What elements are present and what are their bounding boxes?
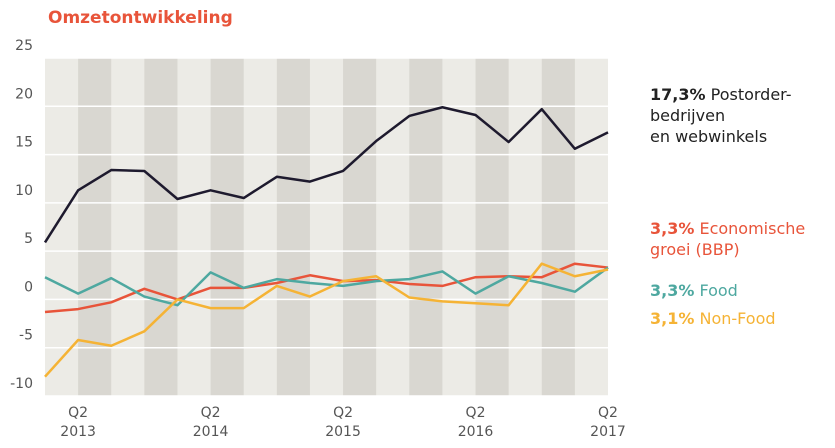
y-tick-label: 25 xyxy=(15,38,33,54)
series-line xyxy=(44,266,609,307)
legend-value: 3,1% xyxy=(650,309,695,328)
y-tick-label: 10 xyxy=(15,183,33,199)
x-tick-label-line: Q2 xyxy=(598,405,618,421)
band xyxy=(541,58,575,396)
band xyxy=(144,58,178,396)
x-tick-label: Q2 2016 xyxy=(458,405,494,440)
legend-value: 17,3% xyxy=(650,85,706,104)
y-tick-label: 0 xyxy=(24,279,33,295)
legend-entry: 3,3% Food xyxy=(650,280,738,301)
x-tick-label-line: Q2 xyxy=(201,405,221,421)
legend-label: Economische groei (BBP) xyxy=(650,219,806,259)
plot-background xyxy=(45,58,608,396)
legend-entry: 3,1% Non-Food xyxy=(650,308,776,329)
legend-label: Postorder- bedrijven en webwinkels xyxy=(650,85,792,146)
y-tick-label: 20 xyxy=(15,86,33,102)
legend-entry: 17,3% Postorder- bedrijven en webwinkels xyxy=(650,84,792,147)
y-tick-label: 5 xyxy=(24,231,33,247)
x-tick-label-line: Q2 xyxy=(466,405,486,421)
band xyxy=(276,58,310,396)
x-tick-label-line: 2013 xyxy=(60,424,96,440)
x-tick-label-line: 2014 xyxy=(193,424,229,440)
series-line xyxy=(43,106,609,244)
band xyxy=(343,58,377,396)
y-tick-label: -10 xyxy=(10,376,33,392)
legend-label: Non-Food xyxy=(699,309,776,328)
x-tick-label: Q2 2013 xyxy=(60,405,96,440)
x-tick-label: Q2 2015 xyxy=(325,405,361,440)
x-tick-label: Q2 2014 xyxy=(193,405,229,440)
x-tick-label-line: 2017 xyxy=(590,424,626,440)
series-line xyxy=(44,262,609,378)
x-tick-label-line: Q2 xyxy=(68,405,88,421)
chart-title: Omzetontwikkeling xyxy=(48,8,233,28)
band xyxy=(475,58,509,396)
legend-value: 3,3% xyxy=(650,281,695,300)
band xyxy=(78,58,112,396)
x-tick-label-line: Q2 xyxy=(333,405,353,421)
x-tick-label: Q2 2017 xyxy=(590,405,626,440)
band xyxy=(210,58,244,396)
y-tick-label: 15 xyxy=(15,135,33,151)
x-tick-label-line: 2015 xyxy=(325,424,361,440)
x-tick-label-line: 2016 xyxy=(458,424,494,440)
y-tick-label: -5 xyxy=(19,328,33,344)
legend-value: 3,3% xyxy=(650,219,695,238)
legend-label: Food xyxy=(699,281,738,300)
legend-entry: 3,3% Economische groei (BBP) xyxy=(650,218,805,260)
